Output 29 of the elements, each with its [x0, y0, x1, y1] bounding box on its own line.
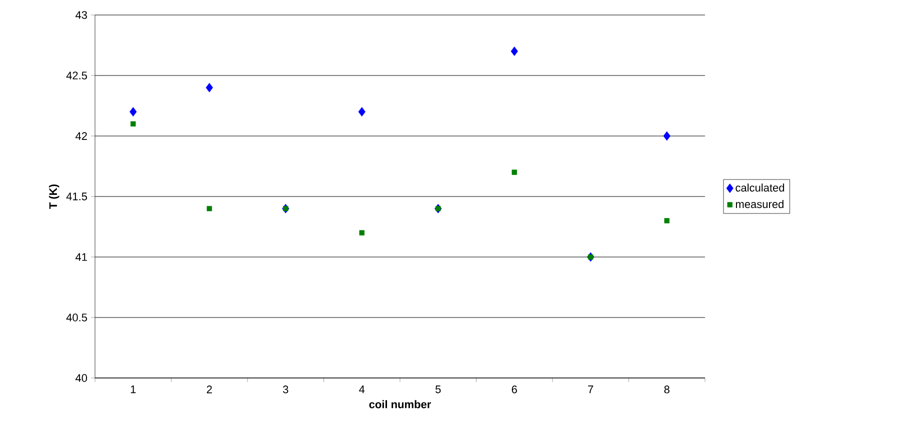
- y-tick-label: 42.5: [66, 72, 88, 80]
- x-tick-label: 2: [206, 386, 212, 394]
- y-axis-title: T (K): [48, 184, 60, 209]
- point: [510, 46, 518, 56]
- point: [130, 107, 137, 116]
- legend-label: calculated: [736, 184, 784, 192]
- point: [663, 131, 670, 141]
- point: [206, 82, 213, 92]
- legend-label: measured: [736, 200, 784, 208]
- x-tick-label: 6: [512, 386, 517, 394]
- x-tick-label: 7: [588, 386, 594, 394]
- point: [359, 230, 364, 236]
- y-tick-label: 40.5: [66, 314, 88, 322]
- x-tick-label: 1: [130, 386, 136, 394]
- x-tick-label: 8: [664, 386, 670, 394]
- x-axis-title: coil number: [369, 400, 431, 408]
- y-tick-label: 42: [75, 132, 87, 140]
- y-tick-label: 41.5: [66, 192, 88, 200]
- point: [206, 206, 212, 212]
- point: [512, 170, 517, 175]
- y-tick-label: 40: [75, 374, 88, 382]
- y-tick-label: 43: [75, 11, 87, 19]
- point: [358, 107, 366, 116]
- point: [130, 121, 136, 126]
- point: [664, 218, 670, 224]
- x-tick-label: 3: [282, 386, 288, 394]
- x-tick-label: 5: [436, 386, 441, 394]
- y-tick-label: 41: [75, 253, 87, 261]
- x-tick-label: 4: [359, 386, 365, 394]
